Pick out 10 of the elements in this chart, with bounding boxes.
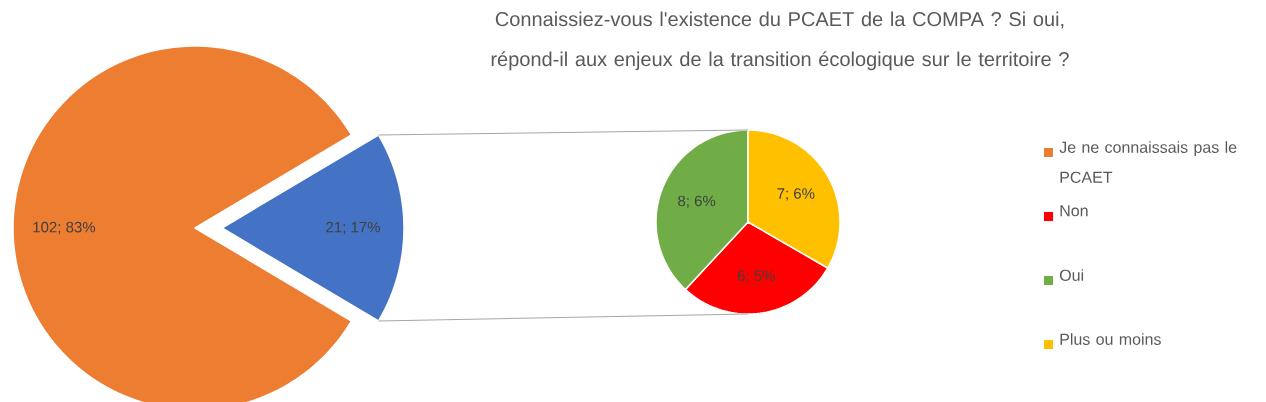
data-label: 8; 6% [678, 195, 716, 209]
legend-label: Je ne connaissais pas le PCAET [1059, 141, 1237, 183]
data-label: 21; 17% [326, 221, 381, 235]
legend-label: Plus ou moins [1060, 333, 1161, 345]
data-label: 6; 5% [737, 270, 775, 283]
legend-label: Non [1060, 205, 1088, 217]
data-label: 102; 83% [33, 221, 96, 235]
chart-title: Connaissiez-vous l'existence du PCAET de la COMPA ? Si oui, répond-il aux enjeux de la transition écologique sur le territoire ? [491, 11, 1069, 71]
legend-label: Oui [1059, 269, 1084, 281]
data-label: 7; 6% [777, 188, 815, 201]
